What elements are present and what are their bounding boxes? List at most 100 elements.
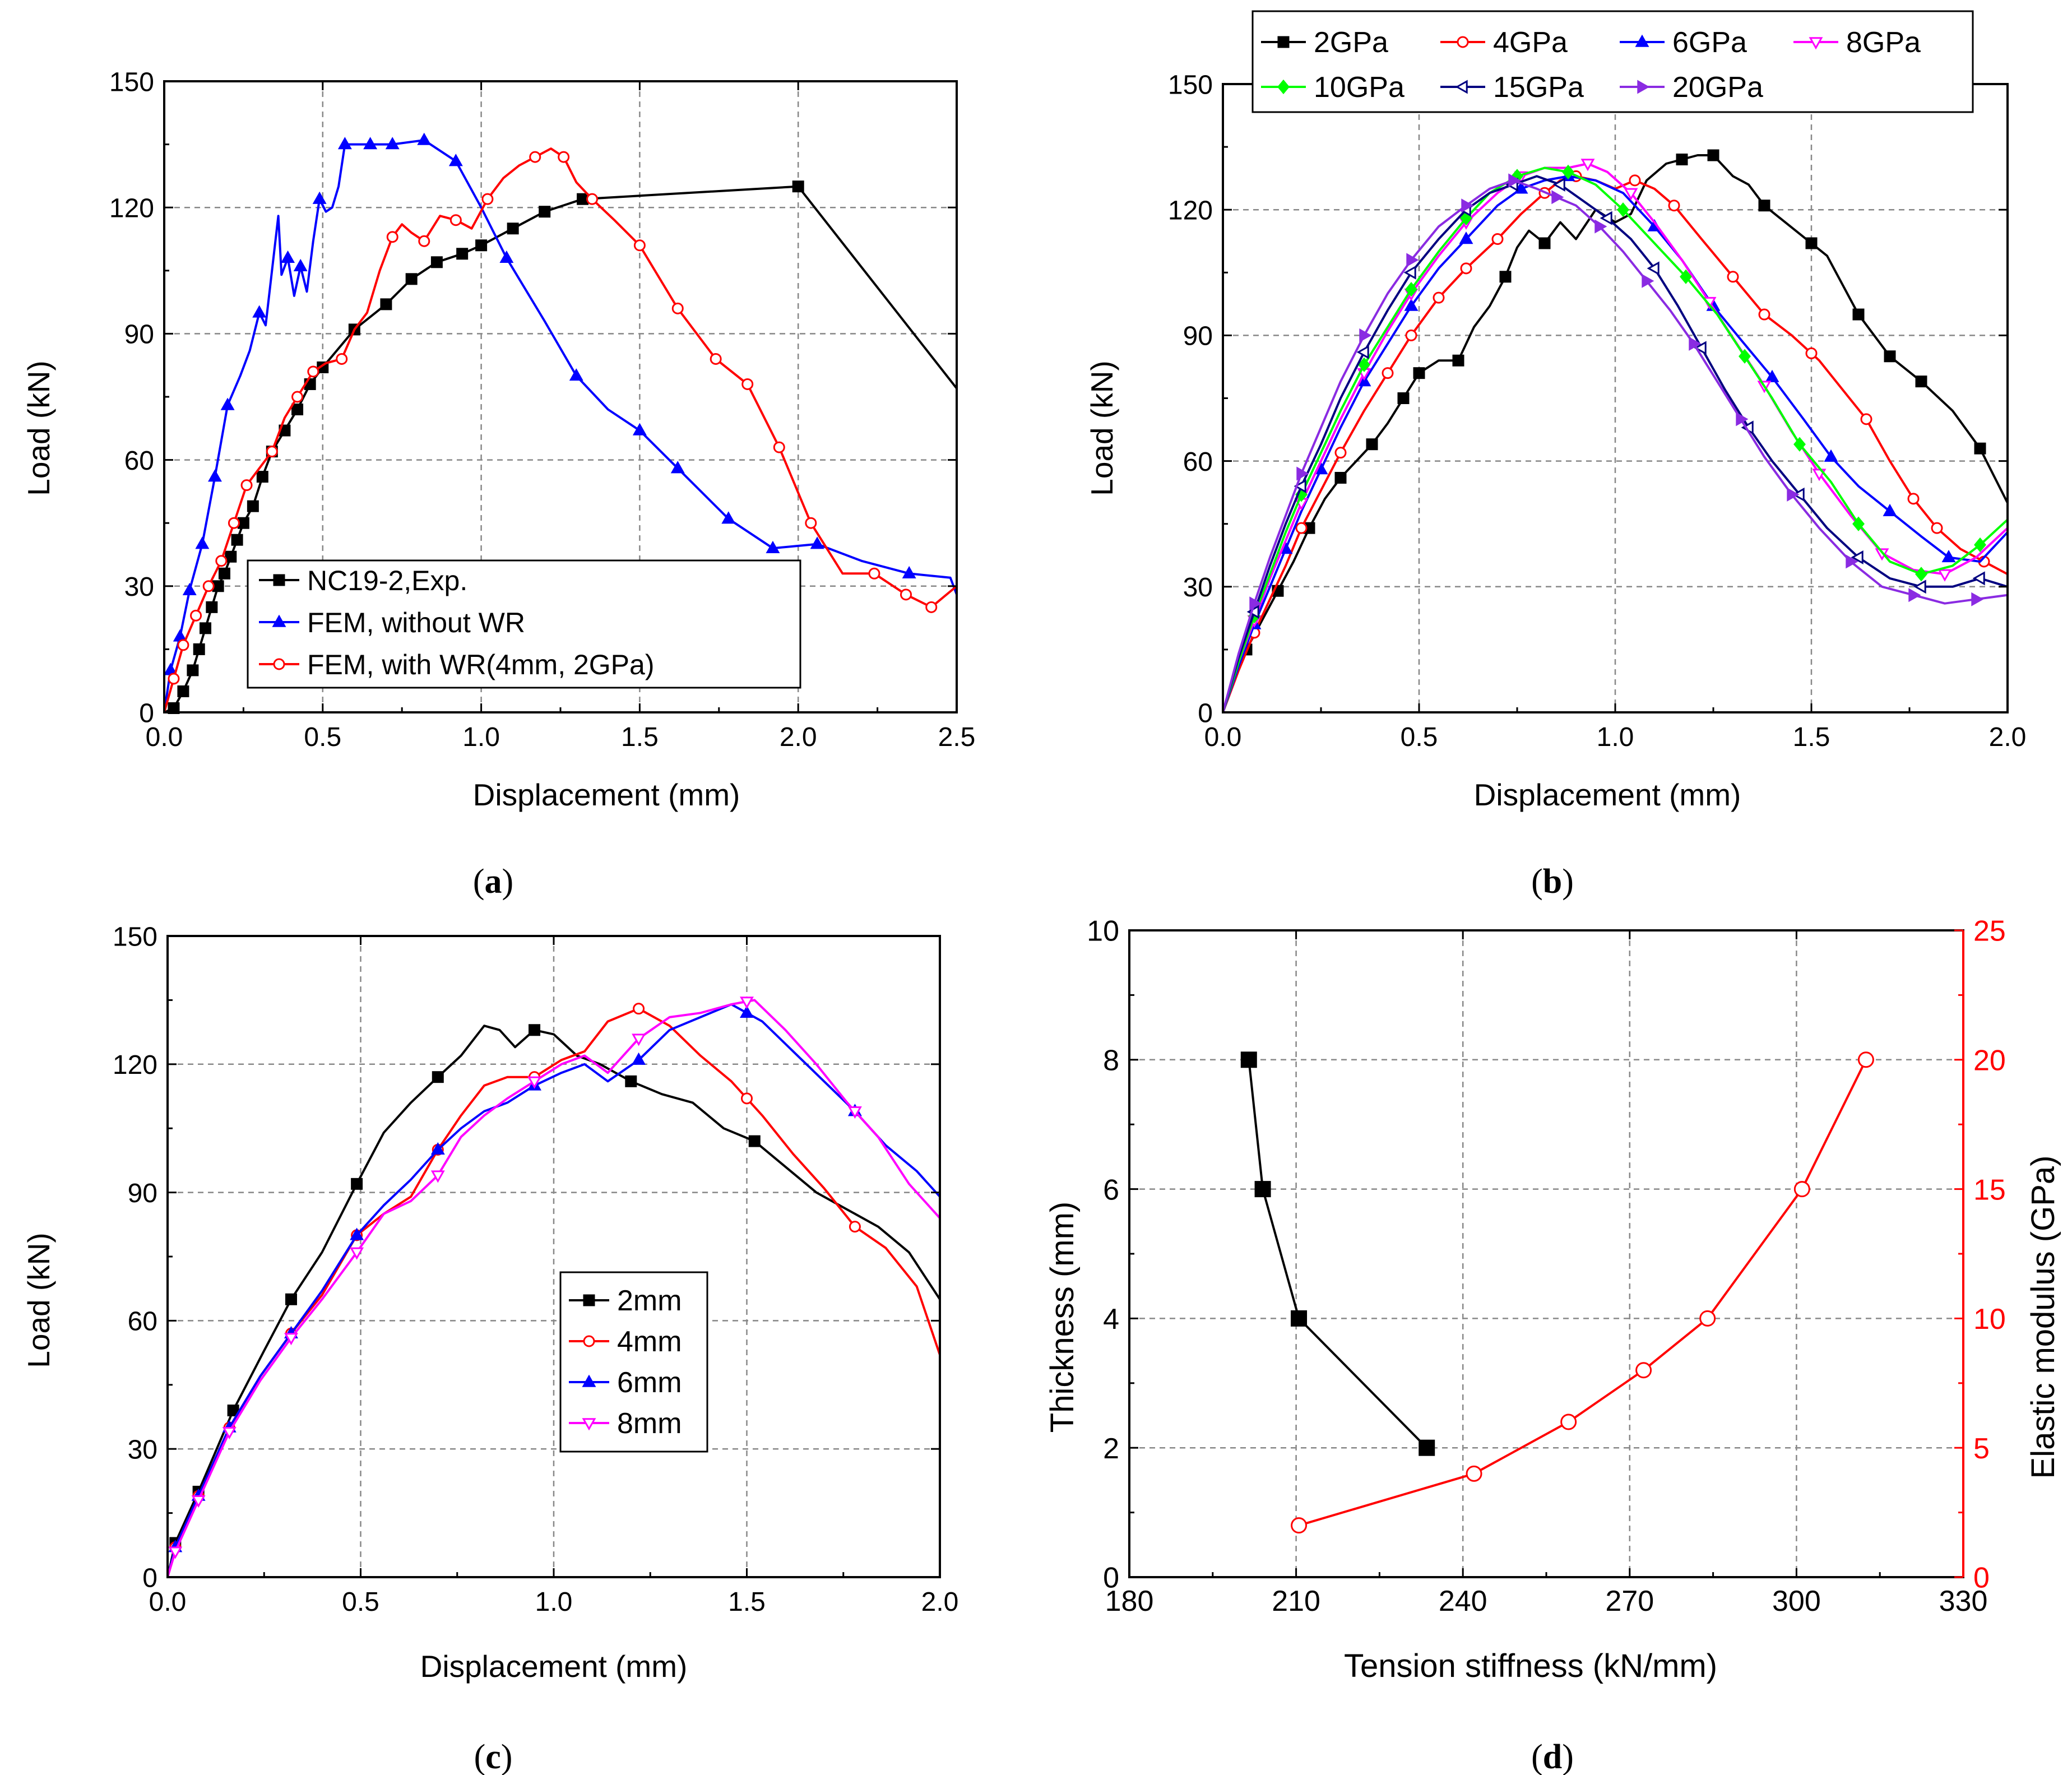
- legend-marker: [583, 1294, 595, 1306]
- data-point: [1915, 567, 1927, 582]
- data-point: [1240, 1051, 1257, 1068]
- y-tick-label-right: 20: [1973, 1045, 2006, 1077]
- data-point: [527, 1076, 542, 1089]
- data-point: [312, 191, 327, 204]
- legend-item-10gpa: 10GPa: [1261, 71, 1404, 104]
- data-point: [168, 673, 180, 685]
- data-point: [569, 368, 583, 381]
- data-point: [741, 1092, 753, 1105]
- series-group-d: [1240, 1051, 1874, 1534]
- data-point: [220, 397, 235, 410]
- data-point: [1707, 149, 1719, 161]
- panel-c: 0.0 0.5 1.0 1.5 2.0 0 30 60 90 120 150 Displacemen…: [21, 922, 958, 1775]
- x-tick-label: 210: [1272, 1585, 1320, 1618]
- y-tick-label: 30: [1183, 573, 1213, 603]
- data-point: [1551, 190, 1564, 205]
- legend-item-fem-with-wr-4mm-2gpa: FEM, with WR(4mm, 2GPa): [259, 649, 654, 680]
- data-point: [632, 1052, 646, 1065]
- data-point: [633, 239, 646, 252]
- data-point: [1758, 200, 1770, 212]
- data-point: [417, 132, 432, 145]
- x-axis-label-c: Displacement (mm): [420, 1649, 688, 1684]
- data-point: [405, 273, 418, 285]
- series-line-15gpa: [1223, 175, 2008, 712]
- ticks-b: 0.0 0.5 1.0 1.5 2.0 0 30 60 90 120 150: [1168, 70, 2026, 752]
- data-point: [925, 601, 938, 613]
- data-point: [847, 1106, 862, 1119]
- data-point: [1974, 442, 1986, 455]
- legend-item-6gpa: 6GPa: [1620, 26, 1747, 59]
- data-point: [1884, 350, 1896, 363]
- data-point: [721, 511, 736, 524]
- data-point: [868, 567, 880, 580]
- data-point: [1937, 569, 1952, 582]
- data-point: [281, 250, 295, 263]
- data-point: [766, 540, 780, 553]
- y-tick-label: 8: [1103, 1045, 1119, 1077]
- data-point: [350, 1227, 364, 1240]
- data-point: [1560, 1413, 1577, 1430]
- y-tick-label: 120: [1168, 196, 1213, 225]
- data-point: [900, 588, 912, 601]
- data-point: [1915, 376, 1927, 388]
- data-point: [748, 1135, 761, 1147]
- y-tick-label: 120: [113, 1050, 157, 1080]
- data-point: [266, 446, 278, 458]
- legend-a: NC19-2,Exp. FEM, without WR FEM, with WR…: [247, 559, 801, 689]
- series-group-c: [168, 997, 940, 1577]
- legend-label: 6mm: [617, 1366, 682, 1399]
- data-point: [1852, 516, 1865, 531]
- legend-item-fem-without-wr: FEM, without WR: [259, 607, 525, 638]
- legend-marker: [273, 658, 285, 670]
- series-nc19-2-exp: [164, 180, 957, 714]
- y-axis-label-d: Thickness (mm): [1044, 1202, 1081, 1433]
- data-point: [1883, 503, 1897, 516]
- series-line-fem-with-wr-4mm-2gpa: [164, 147, 957, 712]
- data-point: [430, 1170, 445, 1183]
- y-axis-label-a: Load (kN): [21, 360, 56, 495]
- data-point: [1908, 588, 1921, 603]
- data-point: [741, 378, 754, 390]
- y-tick-label-right: 0: [1973, 1562, 1990, 1595]
- data-point: [1824, 449, 1838, 462]
- data-point: [1647, 261, 1660, 276]
- x-tick-label: 1.0: [535, 1587, 573, 1617]
- data-point: [448, 154, 463, 166]
- data-point: [222, 1426, 237, 1440]
- grid-c: [168, 936, 940, 1577]
- data-point: [529, 151, 541, 163]
- x-tick-label: 1.0: [1597, 722, 1634, 752]
- legend-marker: [1637, 80, 1650, 94]
- panel-a: 0.0 0.5 1.0 1.5 2.0 2.5 0 30 60 90 120 150 Displace…: [21, 67, 975, 901]
- data-point: [1254, 1181, 1271, 1198]
- data-point: [1403, 265, 1416, 280]
- y-tick-label: 30: [128, 1435, 157, 1465]
- data-point: [177, 639, 189, 651]
- data-point: [1552, 177, 1565, 192]
- data-point: [1334, 447, 1347, 459]
- data-point: [208, 469, 222, 482]
- y-tick-label: 0: [1198, 698, 1213, 728]
- legend-label: 6GPa: [1672, 26, 1747, 59]
- data-point: [1452, 354, 1464, 367]
- data-point: [1857, 1051, 1874, 1068]
- series-8mm: [168, 997, 940, 1577]
- panel-caption-c: (c): [474, 1738, 513, 1775]
- data-point: [710, 353, 722, 365]
- y-tick-label-right: 15: [1973, 1174, 2006, 1206]
- data-point: [195, 536, 210, 549]
- data-point: [430, 256, 443, 268]
- series-thickness: [1240, 1051, 1435, 1456]
- data-point: [337, 137, 352, 150]
- y-tick-label: 150: [109, 67, 154, 97]
- data-point: [418, 235, 430, 247]
- legend-label: 8mm: [617, 1407, 682, 1440]
- x-tick-label: 300: [1772, 1585, 1821, 1618]
- legend-marker: [1809, 37, 1823, 50]
- y-tick-label: 4: [1103, 1303, 1119, 1336]
- data-point: [1249, 596, 1262, 611]
- data-point: [792, 180, 804, 193]
- x-axis-label-b: Displacement (mm): [1474, 777, 1741, 812]
- x-tick-label: 0.0: [146, 722, 183, 752]
